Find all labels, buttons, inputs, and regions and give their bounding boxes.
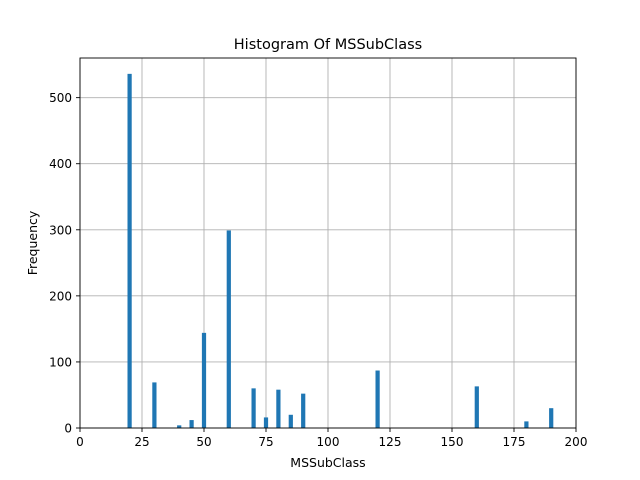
histogram-bar: [251, 388, 256, 428]
histogram-bar: [276, 389, 281, 428]
x-tick-label: 25: [134, 435, 149, 449]
histogram-bar: [127, 73, 132, 428]
chart-title: Histogram Of MSSubClass: [234, 37, 422, 53]
histogram-bar: [177, 425, 182, 428]
x-tick-label: 0: [76, 435, 84, 449]
histogram-bar: [201, 332, 207, 428]
y-axis-ticks: 0 100 200 300 400 500: [49, 91, 80, 436]
y-tick-label: 200: [49, 289, 72, 303]
histogram-bar: [189, 420, 194, 428]
x-tick-label: 125: [379, 435, 402, 449]
y-tick-label: 400: [49, 157, 72, 171]
y-axis-label: Frequency: [25, 210, 40, 275]
y-tick-label: 500: [49, 91, 72, 105]
x-tick-label: 75: [258, 435, 273, 449]
x-tick-label: 175: [503, 435, 526, 449]
histogram-bar: [263, 417, 269, 428]
histogram-bar: [288, 414, 293, 428]
x-tick-label: 50: [196, 435, 211, 449]
x-axis-label: MSSubClass: [290, 455, 365, 470]
histogram-bar: [524, 421, 529, 428]
histogram-bar: [152, 382, 157, 428]
histogram-bar: [226, 230, 231, 428]
histogram-bar: [549, 408, 554, 428]
histogram-bar: [375, 370, 380, 428]
x-tick-label: 150: [441, 435, 464, 449]
x-tick-label: 100: [317, 435, 340, 449]
x-tick-label: 200: [565, 435, 588, 449]
histogram-bar: [301, 393, 306, 428]
x-axis-ticks: 0 25 50 75 100 125 150 175 200: [76, 428, 587, 449]
histogram-bar: [474, 386, 479, 428]
y-tick-label: 100: [49, 355, 72, 369]
bar-layer: [127, 73, 554, 428]
y-tick-label: 0: [64, 422, 72, 436]
y-tick-label: 300: [49, 223, 72, 237]
grid-layer: [79, 58, 577, 429]
